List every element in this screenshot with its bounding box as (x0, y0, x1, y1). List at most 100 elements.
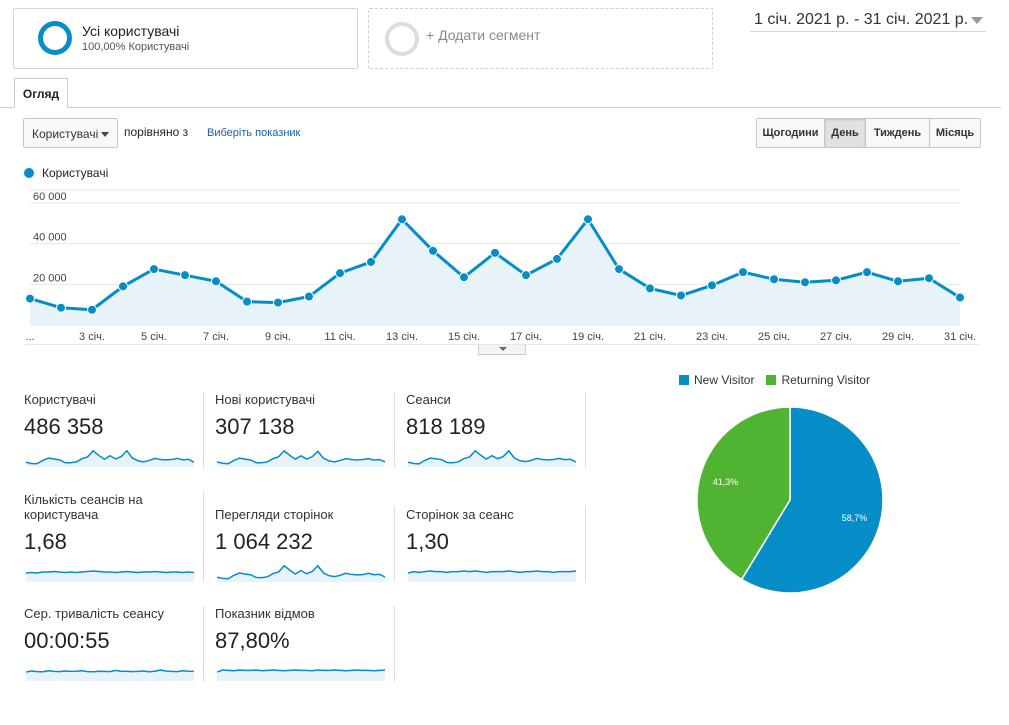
users-data-point[interactable] (180, 270, 190, 281)
users-data-point[interactable] (769, 274, 779, 285)
x-tick-label: 23 січ. (696, 331, 728, 343)
metric-tile-value: 87,80% (215, 628, 290, 653)
users-data-point[interactable] (273, 297, 283, 308)
period-toggle-group: Щогодини День Тиждень Місяць (756, 118, 981, 148)
chevron-down-icon (971, 17, 983, 24)
metric-tile-label: Сторінок за сеанс (406, 507, 514, 522)
sparkline-area (26, 670, 194, 681)
metric-tile[interactable]: Кількість сеансів на користувача 1,68 (24, 492, 204, 582)
pie-slice-label: 58,7% (842, 513, 868, 523)
metric-tile-value: 1,30 (406, 529, 449, 554)
sparkline-line (217, 669, 385, 673)
metric-tile-label: Користувачі (24, 392, 96, 407)
x-tick-label: 21 січ. (634, 331, 666, 343)
users-data-point[interactable] (118, 281, 128, 292)
x-tick-label: 11 січ. (324, 331, 355, 343)
users-data-point[interactable] (738, 267, 748, 278)
users-data-point[interactable] (676, 290, 686, 301)
metric-tile[interactable]: Сер. тривалість сеансу 00:00:55 (24, 606, 204, 682)
metric-tile[interactable]: Нові користувачі 307 138 (215, 392, 395, 468)
users-data-point[interactable] (56, 302, 66, 313)
pie-slice-returning-visitor[interactable] (696, 406, 791, 581)
date-range-text: 1 січ. 2021 р. - 31 січ. 2021 р. (754, 11, 969, 28)
x-tick-label: 25 січ. (758, 331, 790, 343)
metric-sparkline (217, 669, 385, 681)
users-data-point[interactable] (800, 277, 810, 288)
users-data-point[interactable] (924, 273, 934, 284)
tile-divider (203, 492, 204, 582)
sparkline-line (26, 449, 194, 465)
tile-divider (203, 606, 204, 682)
metric-select[interactable]: Користувачі (23, 118, 118, 148)
users-data-point[interactable] (397, 214, 407, 225)
users-data-point[interactable] (862, 267, 872, 278)
users-data-point[interactable] (335, 268, 345, 279)
x-tick-label: 31 січ. (944, 331, 976, 343)
users-data-point[interactable] (366, 256, 376, 267)
users-data-point[interactable] (521, 270, 531, 281)
period-hourly-button[interactable]: Щогодини (757, 119, 825, 147)
users-data-point[interactable] (831, 275, 841, 286)
users-data-point[interactable] (552, 253, 562, 264)
metric-tile-label: Показник відмов (215, 606, 315, 621)
metric-sparkline (408, 449, 576, 467)
users-data-point[interactable] (25, 293, 35, 304)
metric-tile-value: 1 064 232 (215, 529, 313, 554)
sparkline-line (217, 564, 385, 580)
pie-legend-new-visitor[interactable]: New Visitor (679, 373, 754, 387)
users-data-point[interactable] (490, 247, 500, 258)
segment-ring-icon (38, 21, 72, 55)
metric-tile[interactable]: Перегляди сторінок 1 064 232 (215, 507, 395, 583)
metric-tile-label: Сеанси (406, 392, 451, 407)
metric-tile[interactable]: Користувачі 486 358 (24, 392, 204, 468)
metric-tile[interactable]: Показник відмов 87,80% (215, 606, 395, 682)
x-tick-label: 13 січ. (386, 331, 418, 343)
users-data-point[interactable] (893, 276, 903, 287)
y-tick-label: 40 000 (33, 232, 67, 244)
users-data-point[interactable] (428, 245, 438, 256)
users-data-point[interactable] (707, 280, 717, 291)
users-data-point[interactable] (242, 296, 252, 307)
users-data-point[interactable] (583, 214, 593, 225)
metric-tile-label: Кількість сеансів на користувача (24, 492, 143, 522)
add-segment-button[interactable]: + Додати сегмент (368, 8, 713, 69)
x-tick-label: 5 січ. (141, 331, 167, 343)
users-data-point[interactable] (459, 272, 469, 283)
metric-tile-label: Нові користувачі (215, 392, 316, 407)
users-data-point[interactable] (645, 283, 655, 294)
pie-slice-label: 41,3% (713, 477, 739, 487)
users-data-point[interactable] (211, 276, 221, 287)
metric-tile[interactable]: Сеанси 818 189 (406, 392, 586, 468)
metric-sparkline (217, 564, 385, 582)
choose-metric-link[interactable]: Виберіть показник (207, 127, 301, 139)
chart-resize-handle[interactable] (478, 345, 526, 355)
tile-divider (203, 392, 204, 468)
metric-sparkline (26, 449, 194, 467)
segment-subtitle: 100,00% Користувачі (82, 41, 190, 53)
users-data-point[interactable] (614, 264, 624, 275)
date-range-picker[interactable]: 1 січ. 2021 р. - 31 січ. 2021 р. (750, 8, 986, 32)
sparkline-area (217, 670, 385, 681)
metric-sparkline (217, 449, 385, 467)
period-month-button[interactable]: Місяць (930, 119, 980, 147)
visitor-pie-chart: 58,7% 41,3% (696, 406, 884, 594)
add-segment-label: + Додати сегмент (426, 27, 541, 43)
pie-legend-returning-visitor[interactable]: Returning Visitor (766, 373, 870, 387)
period-day-button[interactable]: День (825, 119, 866, 147)
y-tick-label: 20 000 (33, 272, 67, 284)
segment-all-users[interactable]: Усі користувачі 100,00% Користувачі (13, 8, 358, 69)
users-data-point[interactable] (955, 292, 965, 303)
tile-divider (394, 506, 395, 582)
tab-overview[interactable]: Огляд (14, 78, 68, 108)
pie-slice-new-visitor[interactable] (740, 406, 884, 594)
users-line-chart: 20 000 40 000 60 000... 3 січ. 5 січ. 7 січ. 9… (25, 189, 980, 345)
x-tick-label: 27 січ. (820, 331, 852, 343)
users-data-point[interactable] (149, 264, 159, 275)
sparkline-line (26, 570, 194, 574)
metric-tile[interactable]: Сторінок за сеанс 1,30 (406, 507, 586, 583)
period-week-button[interactable]: Тиждень (866, 119, 930, 147)
users-data-point[interactable] (304, 291, 314, 302)
metric-tile-value: 486 358 (24, 414, 104, 439)
users-data-point[interactable] (87, 304, 97, 315)
metric-sparkline (26, 669, 194, 681)
